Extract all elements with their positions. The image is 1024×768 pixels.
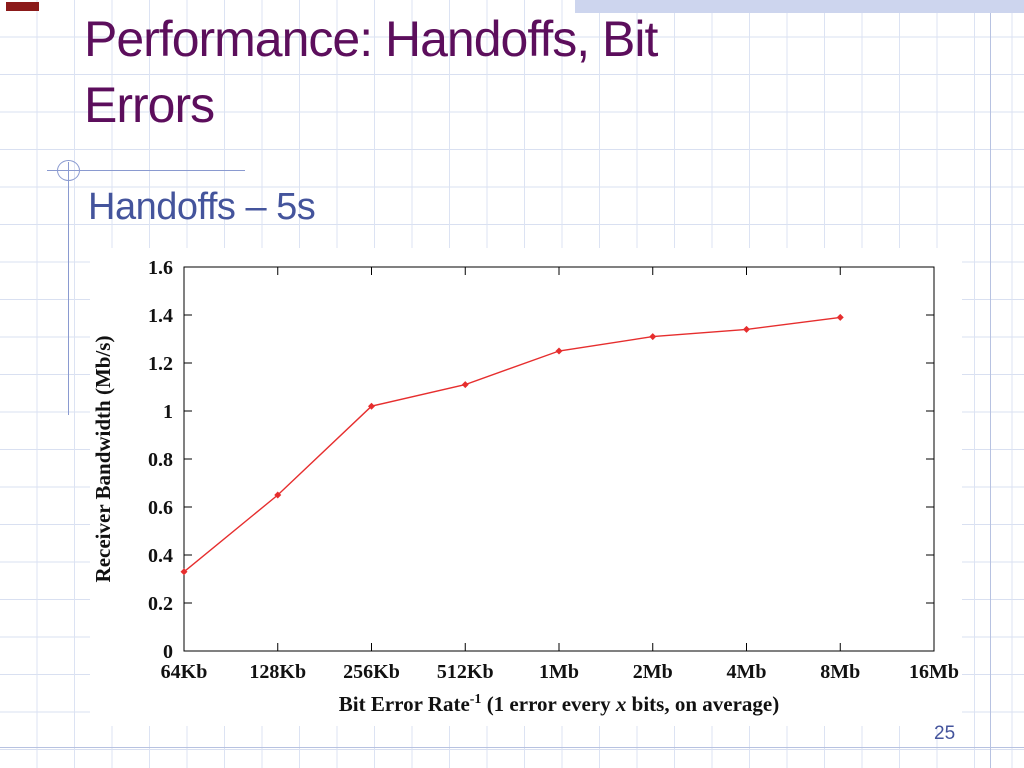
x-axis-label-text: (1 error every (481, 692, 616, 716)
y-axis-label: Receiver Bandwidth (Mb/s) (91, 336, 115, 583)
slide-title-line-2: Errors (84, 77, 215, 133)
x-tick-label: 4Mb (727, 661, 767, 683)
y-tick-label: 1 (163, 401, 173, 423)
data-point-marker (274, 491, 282, 499)
x-tick-label: 512Kb (437, 661, 494, 683)
data-point-marker (555, 347, 563, 355)
x-axis-label-superscript: -1 (469, 692, 482, 707)
top-left-accent-bar (6, 2, 39, 11)
data-point-marker (836, 313, 844, 321)
x-tick-label: 1Mb (539, 661, 579, 683)
slide-title-line-1: Performance: Handoffs, Bit (84, 11, 658, 67)
title-divider-line (47, 170, 245, 171)
y-tick-label: 1.6 (148, 257, 173, 279)
x-axis-label: Bit Error Rate-1 (1 error every x bits, … (184, 692, 934, 717)
x-axis-label-text: bits, on average) (626, 692, 780, 716)
y-tick-label: 0.2 (148, 593, 173, 615)
subtitle: Handoffs – 5s (88, 186, 316, 228)
series-line (183, 316, 841, 573)
data-point-marker (461, 381, 469, 389)
slide-title: Performance: Handoffs, Bit Errors (84, 6, 904, 138)
top-right-accent-strip (575, 0, 1024, 13)
template-vertical-line (990, 0, 991, 768)
x-tick-label: 256Kb (343, 661, 400, 683)
x-axis-label-text: Bit Error Rate (338, 692, 470, 716)
bandwidth-line-chart: 64Kb 128Kb 256Kb 512Kb 1Mb 2Mb 4Mb 8Mb 16Mb 0 0.2 0… (91, 257, 959, 683)
y-tick-label: 1.2 (148, 353, 173, 375)
x-tick-label: 64Kb (161, 661, 208, 683)
data-point-marker (649, 333, 657, 341)
x-tick-label: 128Kb (249, 661, 306, 683)
y-tick-label: 0.4 (148, 545, 173, 567)
y-tick-label: 0.8 (148, 449, 173, 471)
chart-panel: 64Kb 128Kb 256Kb 512Kb 1Mb 2Mb 4Mb 8Mb 16Mb 0 0.2 0… (90, 248, 962, 726)
data-point-marker (368, 402, 375, 410)
x-tick-label: 8Mb (820, 661, 860, 683)
y-tick-label: 0 (163, 641, 173, 663)
y-tick-label: 0.6 (148, 497, 173, 519)
y-tick-label: 1.4 (148, 305, 173, 327)
template-horizontal-line (0, 747, 1024, 748)
x-tick-label: 16Mb (909, 661, 959, 683)
x-axis-label-variable: x (615, 692, 627, 716)
data-point-marker (180, 568, 188, 576)
data-point-marker (743, 325, 750, 333)
divider-circle-icon (57, 160, 80, 181)
margin-rule-line (68, 162, 69, 415)
x-tick-label: 2Mb (633, 661, 673, 683)
plot-border (183, 266, 935, 652)
page-number: 25 (934, 723, 956, 744)
